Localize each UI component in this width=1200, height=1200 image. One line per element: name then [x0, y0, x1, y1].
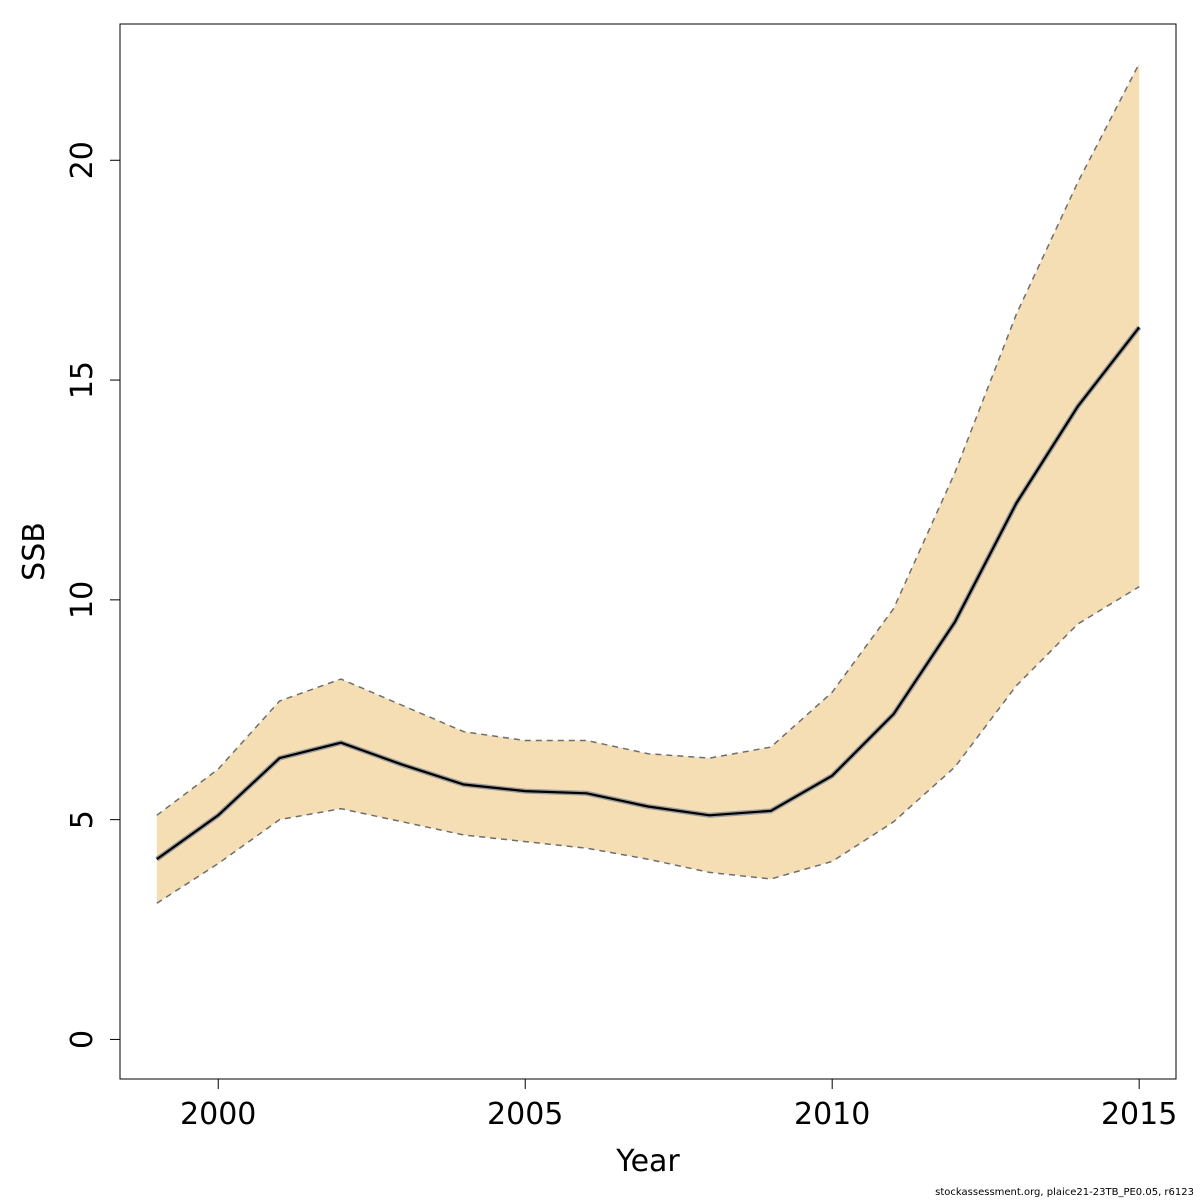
footer-credit: stockassessment.org, plaice21-23TB_PE0.0… [935, 1187, 1194, 1198]
x-tick-label: 2010 [794, 1097, 870, 1132]
y-tick-label: 10 [65, 581, 100, 619]
x-tick-label: 2000 [180, 1097, 256, 1132]
x-tick-label: 2015 [1101, 1097, 1177, 1132]
estimate-line [156, 326, 1141, 861]
confidence-band-area [156, 63, 1140, 904]
upper-bound-line [156, 63, 1140, 816]
y-axis-title: SSB [17, 522, 52, 581]
y-tick-label: 15 [65, 361, 100, 399]
y-tick-label: 20 [65, 141, 100, 179]
x-tick-label: 2005 [487, 1097, 563, 1132]
confidence-band [156, 63, 1140, 904]
lower-bound-line [156, 586, 1140, 904]
y-tick-label: 0 [65, 1030, 100, 1049]
x-axis: 2000 2005 2010 2015 [180, 1079, 1177, 1132]
x-axis-title: Year [615, 1144, 680, 1179]
plot-frame [119, 23, 1177, 1080]
y-tick-label: 5 [65, 810, 100, 829]
y-axis: 0 5 10 15 20 [65, 141, 120, 1049]
series-lines [155, 63, 1142, 904]
